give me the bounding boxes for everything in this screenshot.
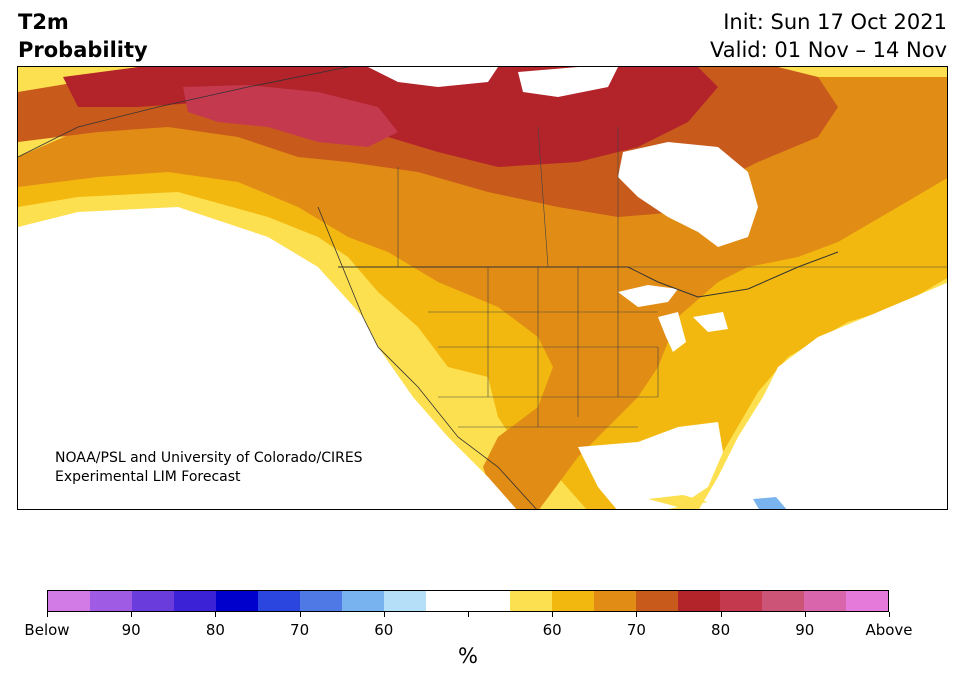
colorbar-swatch [594,591,636,611]
valid-range: Valid: 01 Nov – 14 Nov [710,38,947,62]
colorbar-tick-mark [804,612,806,617]
colorbar-tick-label: 90 [121,621,141,639]
colorbar-swatch [804,591,846,611]
colorbar-swatch [132,591,174,611]
colorbar-swatch [720,591,762,611]
caribbean-island-below [753,497,787,509]
title-variable: T2m [18,10,69,34]
probability-map [18,67,947,509]
state-borders [397,126,947,428]
colorbar-tick-mark [383,612,385,617]
colorbar-swatch [90,591,132,611]
colorbar-swatch [552,591,594,611]
pacific-ocean [18,207,517,509]
colorbar-tick-label: 70 [626,621,646,639]
forecast-dates: Init: Sun 17 Oct 2021 Valid: 01 Nov – 14… [710,8,947,64]
colorbar-tick-label: 80 [205,621,225,639]
colorbar-swatch [846,591,888,611]
colorbar-tick-label: 80 [711,621,731,639]
international-border [338,251,839,298]
colorbar-tick-mark [552,612,554,617]
colorbar-unit: % [458,644,478,668]
great-lakes [618,285,728,352]
arctic-channel [518,67,618,97]
map-panel [17,66,948,510]
colorbar-swatch [258,591,300,611]
colorbar-tick-label: Above [865,621,913,639]
colorbar-tick-mark [468,612,469,617]
colorbar [47,590,889,612]
colorbar-tick-mark [720,612,722,617]
colorbar-tick-mark [47,612,48,617]
colorbar-tick-mark [131,612,133,617]
colorbar-swatch [510,591,552,611]
colorbar-swatch [216,591,258,611]
colorbar-tick-label: Below [24,621,70,639]
credit-line-1: NOAA/PSL and University of Colorado/CIRE… [55,450,363,466]
data-credit: NOAA/PSL and University of Colorado/CIRE… [55,449,363,487]
colorbar-tick-label: 70 [290,621,310,639]
arctic-channel [368,67,498,87]
colorbar-tick-mark [636,612,638,617]
colorbar-swatch [300,591,342,611]
caribbean-island [648,495,708,507]
colorbar-swatch [468,591,510,611]
colorbar-swatch [384,591,426,611]
colorbar-swatch [678,591,720,611]
colorbar-tick-mark [889,612,890,617]
title-type: Probability [18,38,148,62]
colorbar-swatch [174,591,216,611]
colorbar-tick-label: 90 [795,621,815,639]
colorbar-swatch [342,591,384,611]
colorbar-swatch [48,591,90,611]
colorbar-tick-label: 60 [374,621,394,639]
hudson-bay [618,142,758,247]
colorbar-tick-mark [215,612,217,617]
gulf-of-mexico [578,422,723,509]
credit-line-2: Experimental LIM Forecast [55,469,241,485]
atlantic-ocean [699,282,947,509]
colorbar-swatch [426,591,468,611]
zone-above-80-85 [183,85,398,147]
coastline [18,67,537,509]
colorbar-swatch [636,591,678,611]
colorbar-swatch [762,591,804,611]
colorbar-tick-mark [299,612,301,617]
init-date: Init: Sun 17 Oct 2021 [723,10,947,34]
chart-title: T2m Probability [18,8,148,64]
colorbar-tick-label: 60 [542,621,562,639]
